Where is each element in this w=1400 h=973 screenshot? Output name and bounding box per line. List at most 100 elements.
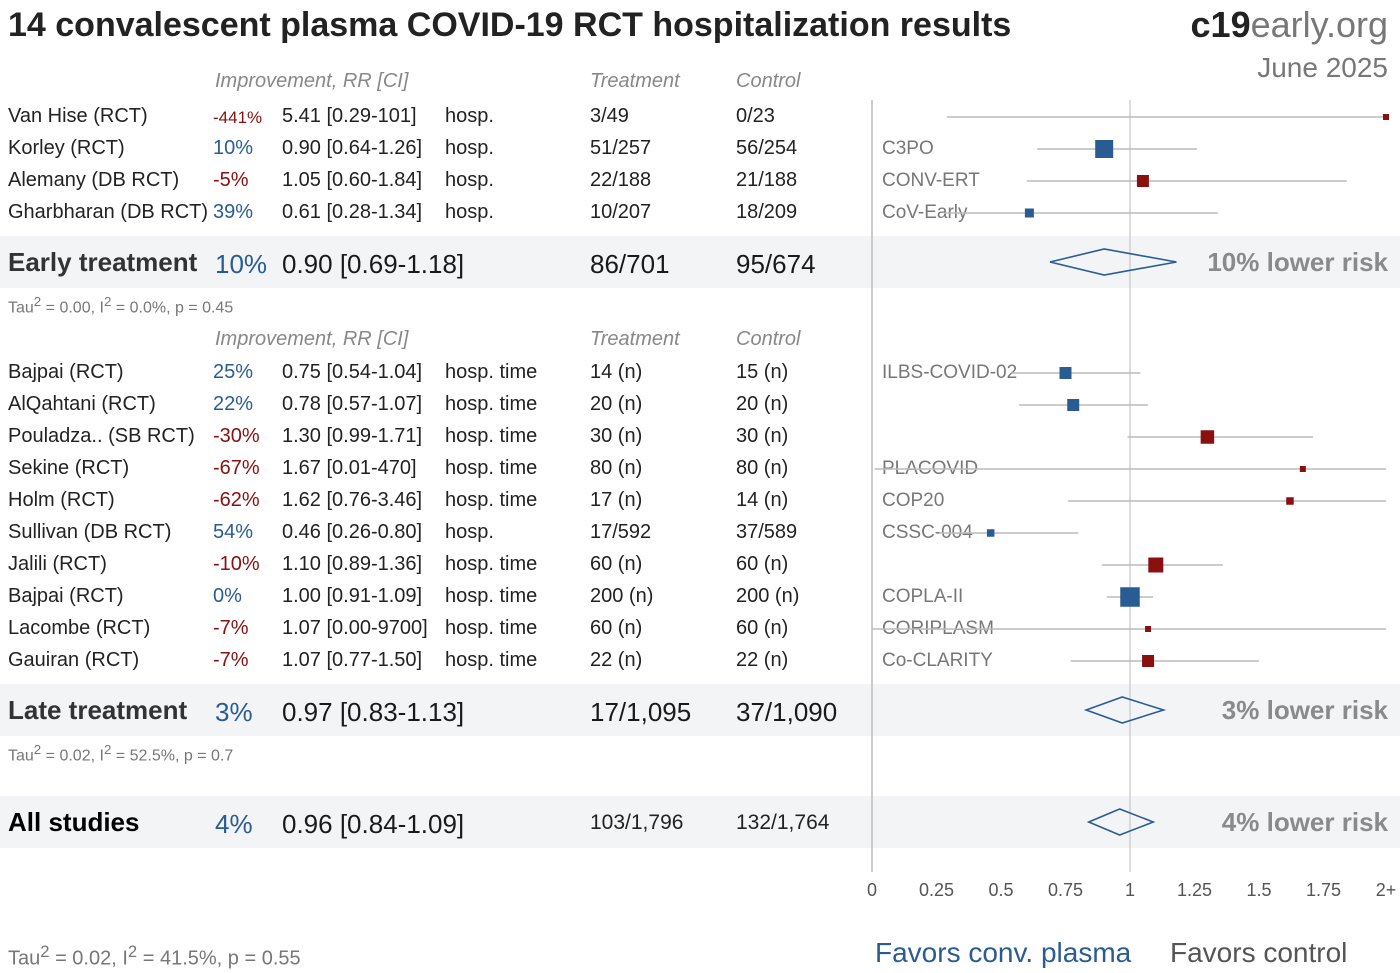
late-control: 37/1,090 xyxy=(736,697,838,727)
study-name: Sekine (RCT) xyxy=(8,457,130,479)
study-rr: 0.61 [0.28-1.34] xyxy=(282,201,423,223)
late-risk: 3% lower risk xyxy=(1221,695,1388,725)
header-improvement-late: Improvement, RR [CI] xyxy=(215,328,409,350)
study-name: Korley (RCT) xyxy=(8,137,125,159)
study-rr: 1.62 [0.76-3.46] xyxy=(282,489,423,511)
early-treatment: 86/701 xyxy=(590,249,670,279)
late-label: Late treatment xyxy=(8,695,188,725)
summary-diamond xyxy=(1049,248,1177,276)
header-treatment-late: Treatment xyxy=(590,328,680,350)
study-outcome: hosp. time xyxy=(445,425,538,447)
all-band xyxy=(0,796,1400,848)
study-improvement: 25% xyxy=(213,361,254,383)
study-treatment: 14 (n) xyxy=(590,361,643,383)
study-treatment: 51/257 xyxy=(590,137,652,159)
study-name: Lacombe (RCT) xyxy=(8,617,151,639)
study-rr: 1.05 [0.60-1.84] xyxy=(282,169,423,191)
x-tick-label: 1.75 xyxy=(1306,880,1341,900)
x-tick-label: 1.5 xyxy=(1246,880,1271,900)
study-outcome: hosp. xyxy=(445,521,494,543)
point-estimate xyxy=(1120,587,1140,607)
x-tick-label: 0 xyxy=(867,880,877,900)
point-estimate xyxy=(1059,367,1072,379)
study-control: 56/254 xyxy=(736,137,798,159)
point-estimate xyxy=(1286,497,1294,505)
point-estimate xyxy=(1148,557,1164,573)
early-control: 95/674 xyxy=(736,249,816,279)
study-control: 22 (n) xyxy=(736,649,789,671)
study-improvement: -5% xyxy=(213,169,249,191)
early-band xyxy=(0,236,1400,288)
study-outcome: hosp. xyxy=(445,137,494,159)
all-tau: Tau2 = 0.02, I2 = 41.5%, p = 0.55 xyxy=(8,942,301,970)
header-treatment: Treatment xyxy=(590,70,680,92)
all-risk: 4% lower risk xyxy=(1221,807,1388,837)
study-rr: 0.46 [0.26-0.80] xyxy=(282,521,423,543)
point-estimate xyxy=(1383,114,1389,120)
study-rr: 1.07 [0.77-1.50] xyxy=(282,649,423,671)
point-estimate xyxy=(986,529,995,537)
study-rr: 1.30 [0.99-1.71] xyxy=(282,425,423,447)
study-control: 18/209 xyxy=(736,201,798,223)
point-estimate xyxy=(1200,430,1215,444)
report-date: June 2025 xyxy=(1257,52,1388,83)
late-treatment: 17/1,095 xyxy=(590,697,692,727)
late-improvement: 3% xyxy=(215,697,253,727)
study-treatment: 17/592 xyxy=(590,521,652,543)
study-improvement: -10% xyxy=(213,553,260,575)
study-name: Sullivan (DB RCT) xyxy=(8,521,172,543)
trial-name: CONV-ERT xyxy=(882,170,980,191)
study-rr: 1.00 [0.91-1.09] xyxy=(282,585,423,607)
x-tick-label: 2+ xyxy=(1376,880,1397,900)
study-treatment: 20 (n) xyxy=(590,393,643,415)
study-control: 200 (n) xyxy=(736,585,800,607)
study-improvement: -7% xyxy=(213,649,249,671)
study-improvement: 39% xyxy=(213,201,254,223)
header-control: Control xyxy=(736,70,801,92)
study-improvement: -62% xyxy=(213,489,260,511)
study-rr: 0.90 [0.64-1.26] xyxy=(282,137,423,159)
study-improvement: -441% xyxy=(213,108,263,127)
study-name: Alemany (DB RCT) xyxy=(8,169,180,191)
study-name: Pouladza.. (SB RCT) xyxy=(8,425,195,447)
late-tau: Tau2 = 0.02, I2 = 52.5%, p = 0.7 xyxy=(8,742,234,765)
point-estimate xyxy=(1067,399,1080,411)
study-rr: 1.10 [0.89-1.36] xyxy=(282,553,423,575)
early-risk: 10% lower risk xyxy=(1207,247,1388,277)
study-rr: 1.07 [0.00-9700] xyxy=(282,617,428,639)
late-band xyxy=(0,684,1400,736)
study-control: 80 (n) xyxy=(736,457,789,479)
study-control: 37/589 xyxy=(736,521,798,543)
study-rr: 0.78 [0.57-1.07] xyxy=(282,393,423,415)
early-tau: Tau2 = 0.00, I2 = 0.0%, p = 0.45 xyxy=(8,294,234,317)
point-estimate xyxy=(1136,175,1149,187)
chart-title: 14 convalescent plasma COVID-19 RCT hosp… xyxy=(8,6,1012,44)
study-name: AlQahtani (RCT) xyxy=(8,393,156,415)
x-tick-label: 1 xyxy=(1125,880,1135,900)
study-name: Bajpai (RCT) xyxy=(8,361,124,383)
study-outcome: hosp. time xyxy=(445,553,538,575)
study-name: Bajpai (RCT) xyxy=(8,585,124,607)
study-outcome: hosp. time xyxy=(445,585,538,607)
study-improvement: 54% xyxy=(213,521,254,543)
trial-name: C3PO xyxy=(882,138,934,159)
header-improvement: Improvement, RR [CI] xyxy=(215,70,409,92)
study-treatment: 17 (n) xyxy=(590,489,643,511)
study-treatment: 22/188 xyxy=(590,169,652,191)
x-tick-label: 0.75 xyxy=(1048,880,1083,900)
early-rr: 0.90 [0.69-1.18] xyxy=(282,249,465,279)
study-control: 15 (n) xyxy=(736,361,789,383)
study-outcome: hosp. xyxy=(445,201,494,223)
brand-logo[interactable]: c19early.org xyxy=(1191,4,1388,46)
favors-treatment-label: Favors conv. plasma xyxy=(875,937,1132,968)
study-improvement: -67% xyxy=(213,457,260,479)
study-control: 14 (n) xyxy=(736,489,789,511)
study-treatment: 30 (n) xyxy=(590,425,643,447)
trial-name: Co-CLARITY xyxy=(882,650,993,671)
study-improvement: -7% xyxy=(213,617,249,639)
study-improvement: -30% xyxy=(213,425,260,447)
study-name: Van Hise (RCT) xyxy=(8,105,148,127)
point-estimate xyxy=(1299,466,1306,472)
study-improvement: 22% xyxy=(213,393,254,415)
